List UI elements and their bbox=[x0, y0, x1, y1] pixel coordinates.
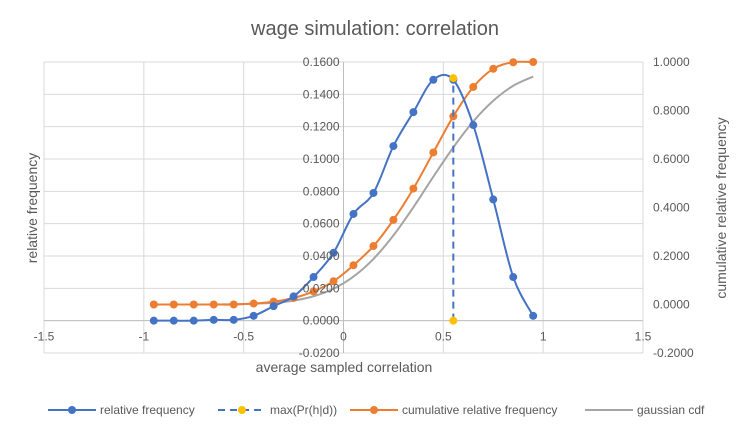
series-2 bbox=[149, 58, 538, 309]
data-point bbox=[429, 75, 438, 84]
legend-label: cumulative relative frequency bbox=[402, 403, 557, 417]
data-point bbox=[169, 316, 178, 325]
tick-labels: -1.5 -1 -0.5 0 0.5 1 1.5 -0.0200 0.0000 0.0200 0.0… bbox=[34, 55, 694, 360]
data-point bbox=[309, 287, 318, 296]
data-point bbox=[169, 300, 178, 309]
data-point bbox=[209, 315, 218, 324]
data-point bbox=[249, 311, 258, 320]
data-point bbox=[329, 277, 338, 286]
data-point bbox=[429, 148, 438, 157]
y-tick-label: -0.0200 bbox=[299, 346, 340, 360]
legend-marker bbox=[238, 406, 246, 414]
y2-tick-label: 1.0000 bbox=[653, 55, 690, 69]
x-tick-label: 1 bbox=[540, 330, 547, 344]
y-axis-label: relative frequency bbox=[24, 153, 40, 264]
x-axis-label: average sampled correlation bbox=[256, 359, 433, 375]
data-point bbox=[289, 292, 298, 301]
y-tick-label: 0.0800 bbox=[303, 184, 340, 198]
data-point bbox=[229, 300, 238, 309]
data-point bbox=[349, 261, 358, 270]
y2-tick-label: 0.2000 bbox=[653, 249, 690, 263]
data-point bbox=[189, 316, 198, 325]
data-point bbox=[529, 311, 538, 320]
max-point bbox=[449, 74, 458, 83]
legend-item: gaussian cdf bbox=[585, 403, 705, 417]
x-tick-label: 1.5 bbox=[635, 330, 652, 344]
x-tick-label: 0.5 bbox=[435, 330, 452, 344]
y-tick-label: 0.1200 bbox=[303, 120, 340, 134]
data-point bbox=[509, 58, 518, 67]
series-0 bbox=[149, 73, 538, 325]
x-tick-label: -0.5 bbox=[233, 330, 254, 344]
axes bbox=[44, 62, 644, 353]
data-point bbox=[509, 273, 518, 282]
legend-marker bbox=[68, 406, 76, 414]
legend-item: relative frequency bbox=[48, 403, 195, 417]
x-tick-label: 0 bbox=[340, 330, 347, 344]
data-point bbox=[249, 299, 258, 308]
legend-marker bbox=[370, 406, 378, 414]
data-point bbox=[349, 209, 358, 218]
series-1 bbox=[449, 74, 458, 325]
data-point bbox=[489, 64, 498, 73]
data-point bbox=[469, 82, 478, 91]
y2-tick-label: 0.6000 bbox=[653, 152, 690, 166]
legend: relative frequency max(Pr(h|d)) cumulative… bbox=[48, 403, 705, 417]
data-point bbox=[469, 121, 478, 130]
data-point bbox=[369, 188, 378, 197]
data-point bbox=[269, 302, 278, 311]
y-tick-label: 0.0200 bbox=[303, 281, 340, 295]
data-point bbox=[149, 316, 158, 325]
data-point bbox=[409, 184, 418, 193]
legend-label: gaussian cdf bbox=[637, 403, 705, 417]
y-tick-label: 0.0000 bbox=[303, 314, 340, 328]
data-point bbox=[309, 273, 318, 282]
y2-tick-label: 0.0000 bbox=[653, 298, 690, 312]
max-point bbox=[449, 316, 458, 325]
legend-label: relative frequency bbox=[100, 403, 195, 417]
data-point bbox=[409, 108, 418, 117]
data-point bbox=[189, 300, 198, 309]
x-tick-label: -1.5 bbox=[34, 330, 55, 344]
chart-title: wage simulation: correlation bbox=[250, 18, 499, 40]
data-point bbox=[389, 142, 398, 151]
series bbox=[149, 58, 538, 325]
y-tick-label: 0.0600 bbox=[303, 217, 340, 231]
y2-axis-label: cumulative relative frequency bbox=[713, 117, 729, 298]
y-tick-label: 0.1000 bbox=[303, 152, 340, 166]
y-tick-label: 0.0400 bbox=[303, 249, 340, 263]
x-tick-label: -1 bbox=[138, 330, 149, 344]
y-tick-label: 0.1400 bbox=[303, 87, 340, 101]
y2-tick-label: 0.8000 bbox=[653, 104, 690, 118]
data-point bbox=[489, 195, 498, 204]
y2-tick-label: -0.2000 bbox=[653, 346, 694, 360]
y-tick-label: 0.1600 bbox=[303, 55, 340, 69]
data-point bbox=[389, 215, 398, 224]
legend-item: max(Pr(h|d)) bbox=[218, 403, 337, 417]
data-point bbox=[369, 242, 378, 251]
data-point bbox=[529, 58, 538, 66]
data-point bbox=[209, 300, 218, 309]
data-point bbox=[149, 300, 158, 309]
y2-tick-label: 0.4000 bbox=[653, 201, 690, 215]
legend-item: cumulative relative frequency bbox=[350, 403, 557, 417]
data-point bbox=[329, 248, 338, 257]
legend-label: max(Pr(h|d)) bbox=[270, 403, 337, 417]
data-point bbox=[229, 315, 238, 324]
